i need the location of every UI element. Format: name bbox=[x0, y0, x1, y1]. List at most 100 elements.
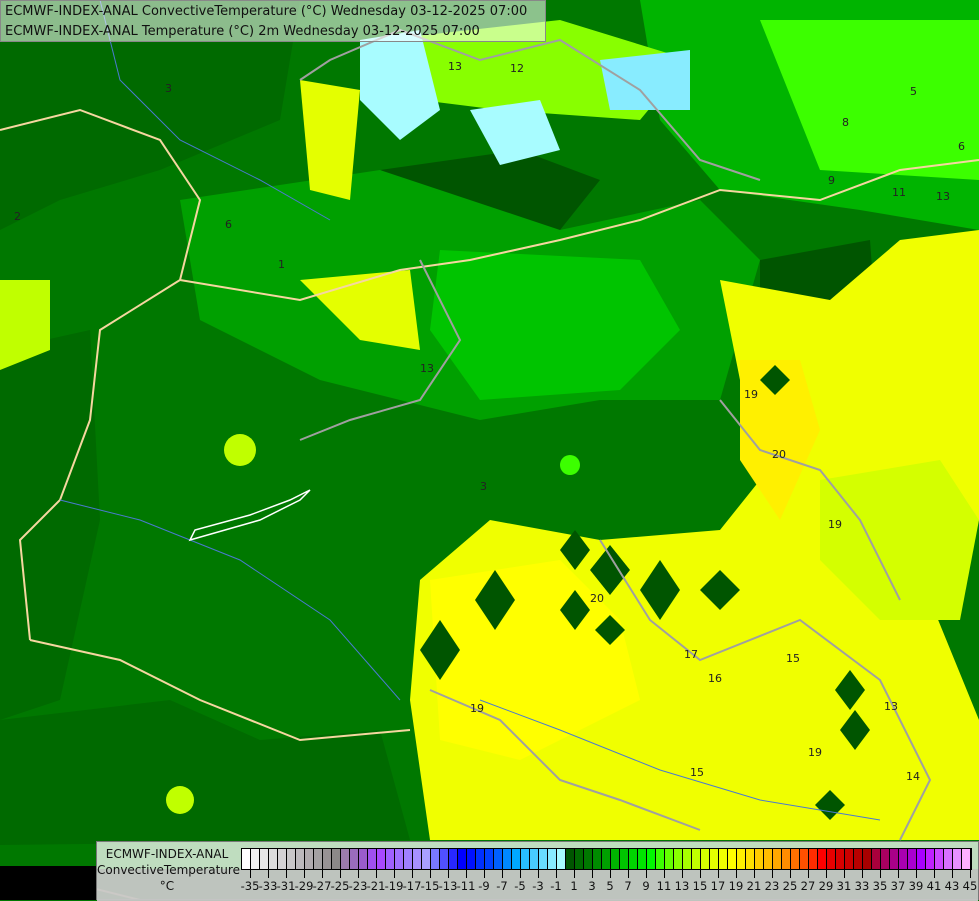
colorbar-tick-label: -19 bbox=[384, 879, 404, 893]
colorbar-swatch bbox=[404, 849, 413, 869]
colorbar-tick-label: 17 bbox=[710, 879, 726, 893]
colorbar-swatch bbox=[341, 849, 350, 869]
colorbar-swatch bbox=[332, 849, 341, 869]
colorbar-swatch bbox=[584, 849, 593, 869]
colorbar-swatch bbox=[575, 849, 584, 869]
colorbar-swatch bbox=[314, 849, 323, 869]
lake-outline bbox=[188, 489, 311, 542]
colorbar bbox=[241, 848, 972, 870]
colorbar-swatch bbox=[908, 849, 917, 869]
colorbar-swatch bbox=[422, 849, 431, 869]
contour-label: 19 bbox=[828, 518, 842, 531]
colorbar-swatch bbox=[845, 849, 854, 869]
colorbar-swatch bbox=[953, 849, 962, 869]
colorbar-tick bbox=[610, 869, 611, 878]
yellow-region bbox=[740, 360, 820, 520]
dark-green-region bbox=[0, 700, 410, 845]
colorbar-tick-label: -21 bbox=[366, 879, 386, 893]
colorbar-swatch bbox=[242, 849, 251, 869]
contour-label: 3 bbox=[165, 82, 172, 95]
colorbar-swatch bbox=[791, 849, 800, 869]
colorbar-tick-label: 15 bbox=[692, 879, 708, 893]
colorbar-tick-label: 27 bbox=[800, 879, 816, 893]
bright-green-region bbox=[430, 250, 680, 400]
colorbar-tick bbox=[502, 869, 503, 878]
legend-variable: ConvectiveTemperature bbox=[97, 863, 240, 877]
colorbar-tick bbox=[358, 869, 359, 878]
colorbar-tick bbox=[646, 869, 647, 878]
colorbar-swatch bbox=[863, 849, 872, 869]
colorbar-swatch bbox=[836, 849, 845, 869]
yellow-region bbox=[0, 280, 50, 370]
colorbar-tick-label: -5 bbox=[514, 879, 526, 893]
colorbar-swatch bbox=[764, 849, 773, 869]
colorbar-swatch bbox=[620, 849, 629, 869]
colorbar-tick bbox=[880, 869, 881, 878]
contour-label: 13 bbox=[884, 700, 898, 713]
colorbar-tick-label: -33 bbox=[258, 879, 278, 893]
colorbar-tick bbox=[682, 869, 683, 878]
colorbar-swatch bbox=[638, 849, 647, 869]
colorbar-swatch bbox=[701, 849, 710, 869]
colorbar-tick bbox=[484, 869, 485, 878]
colorbar-swatch bbox=[557, 849, 566, 869]
colorbar-tick-label: -9 bbox=[478, 879, 490, 893]
colorbar-swatch bbox=[539, 849, 548, 869]
colorbar-tick bbox=[322, 869, 323, 878]
colorbar-swatch bbox=[737, 849, 746, 869]
contour-label: 3 bbox=[480, 480, 487, 493]
yellow-region bbox=[300, 80, 360, 200]
colorbar-tick bbox=[466, 869, 467, 878]
contour-label: 20 bbox=[772, 448, 786, 461]
colorbar-tick bbox=[628, 869, 629, 878]
contour-label: 15 bbox=[786, 652, 800, 665]
contour-label: 20 bbox=[590, 592, 604, 605]
colorbar-tick-label: 43 bbox=[944, 879, 960, 893]
contour-label: 6 bbox=[225, 218, 232, 231]
colorbar-swatch bbox=[458, 849, 467, 869]
colorbar-swatch bbox=[350, 849, 359, 869]
colorbar-tick bbox=[394, 869, 395, 878]
colorbar-tick-label: -31 bbox=[276, 879, 296, 893]
colorbar-tick bbox=[376, 869, 377, 878]
colorbar-swatch bbox=[476, 849, 485, 869]
colorbar-tick-label: 9 bbox=[642, 879, 650, 893]
contour-label: 19 bbox=[744, 388, 758, 401]
colorbar-swatch bbox=[503, 849, 512, 869]
colorbar-swatch bbox=[251, 849, 260, 869]
colorbar-tick-label: -13 bbox=[438, 879, 458, 893]
bright-green-region bbox=[760, 20, 979, 180]
colorbar-tick-label: 25 bbox=[782, 879, 798, 893]
colorbar-tick bbox=[898, 869, 899, 878]
colorbar-tick-label: -7 bbox=[496, 879, 508, 893]
colorbar-swatch bbox=[629, 849, 638, 869]
colorbar-swatch bbox=[800, 849, 809, 869]
colorbar-tick bbox=[340, 869, 341, 878]
contour-label: 6 bbox=[958, 140, 965, 153]
contour-label: 8 bbox=[842, 116, 849, 129]
colorbar-tick-label: -27 bbox=[312, 879, 332, 893]
colorbar-tick bbox=[250, 869, 251, 878]
colorbar-tick bbox=[700, 869, 701, 878]
colorbar-tick bbox=[826, 869, 827, 878]
colorbar-swatch bbox=[269, 849, 278, 869]
colorbar-swatch bbox=[674, 849, 683, 869]
colorbar-swatch bbox=[710, 849, 719, 869]
colorbar-tick-label: 13 bbox=[674, 879, 690, 893]
contour-label: 12 bbox=[510, 62, 524, 75]
colorbar-swatch bbox=[494, 849, 503, 869]
colorbar-swatch bbox=[746, 849, 755, 869]
colorbar-tick-label: 33 bbox=[854, 879, 870, 893]
title-line-convective: ECMWF-INDEX-ANAL ConvectiveTemperature (… bbox=[5, 4, 528, 19]
colorbar-swatch bbox=[728, 849, 737, 869]
colorbar-swatch bbox=[935, 849, 944, 869]
colorbar-tick-label: -29 bbox=[294, 879, 314, 893]
dark-green-region bbox=[0, 330, 100, 720]
legend-model: ECMWF-INDEX-ANAL bbox=[105, 847, 229, 861]
contour-label: 13 bbox=[420, 362, 434, 375]
colorbar-swatch bbox=[278, 849, 287, 869]
contour-label: 1 bbox=[278, 258, 285, 271]
colorbar-swatch bbox=[431, 849, 440, 869]
contour-label: 2 bbox=[14, 210, 21, 223]
contour-label: 5 bbox=[910, 85, 917, 98]
